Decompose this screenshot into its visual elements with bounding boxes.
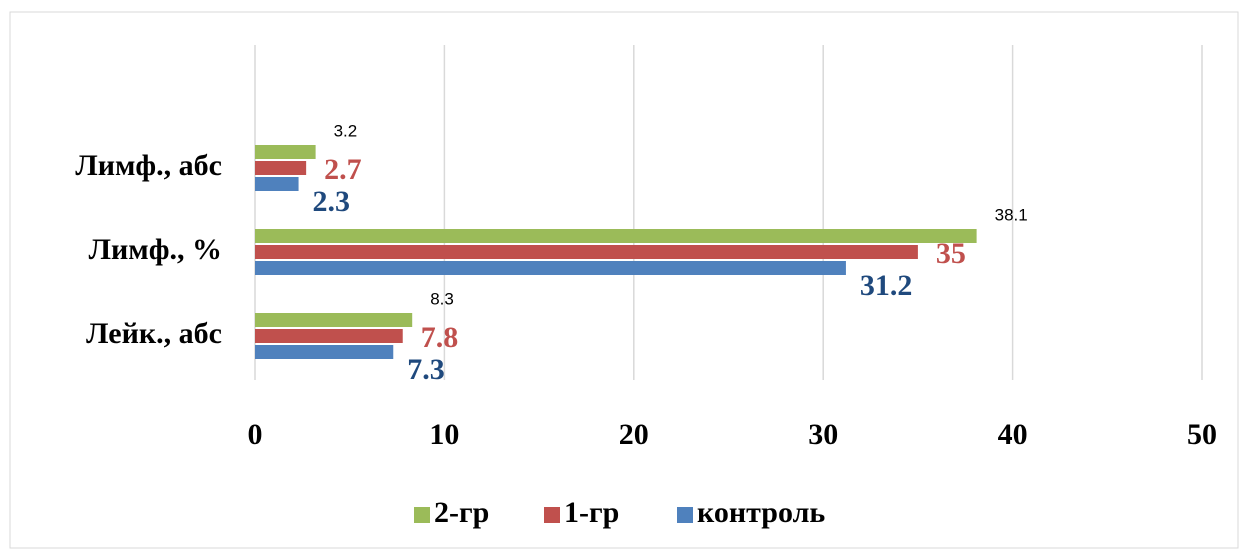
legend-label: контроль	[697, 496, 825, 529]
bar	[255, 345, 394, 359]
legend-swatch	[414, 507, 430, 523]
data-label: 35	[936, 237, 966, 270]
y-tick-label: Лимф., %	[89, 233, 222, 266]
legend-label: 1-гр	[564, 496, 619, 529]
data-label: 2.7	[324, 153, 362, 186]
bar	[255, 161, 307, 175]
y-tick-label: Лимф., абс	[75, 149, 222, 182]
x-tick-label: 20	[619, 418, 649, 451]
x-tick-label: 10	[429, 418, 459, 451]
x-tick-label: 50	[1187, 418, 1217, 451]
data-label: 2.3	[313, 185, 351, 218]
chart-frame	[9, 11, 1239, 549]
legend-label: 2-гр	[434, 496, 489, 529]
data-label: 8.3	[430, 289, 454, 308]
data-label: 38.1	[995, 205, 1028, 224]
data-label: 3.2	[334, 121, 358, 140]
legend-swatch	[677, 507, 693, 523]
data-label: 7.3	[407, 353, 445, 386]
bar	[255, 145, 316, 159]
x-tick-label: 40	[998, 418, 1028, 451]
bar	[255, 177, 299, 191]
x-tick-label: 30	[808, 418, 838, 451]
bar	[255, 313, 413, 327]
bar	[255, 229, 977, 243]
x-tick-label: 0	[248, 418, 263, 451]
data-label: 31.2	[860, 269, 913, 302]
legend-swatch	[544, 507, 560, 523]
bar	[255, 245, 918, 259]
y-tick-label: Лейк., абс	[86, 317, 222, 350]
bar	[255, 261, 846, 275]
bar	[255, 329, 403, 343]
data-label: 7.8	[421, 321, 459, 354]
